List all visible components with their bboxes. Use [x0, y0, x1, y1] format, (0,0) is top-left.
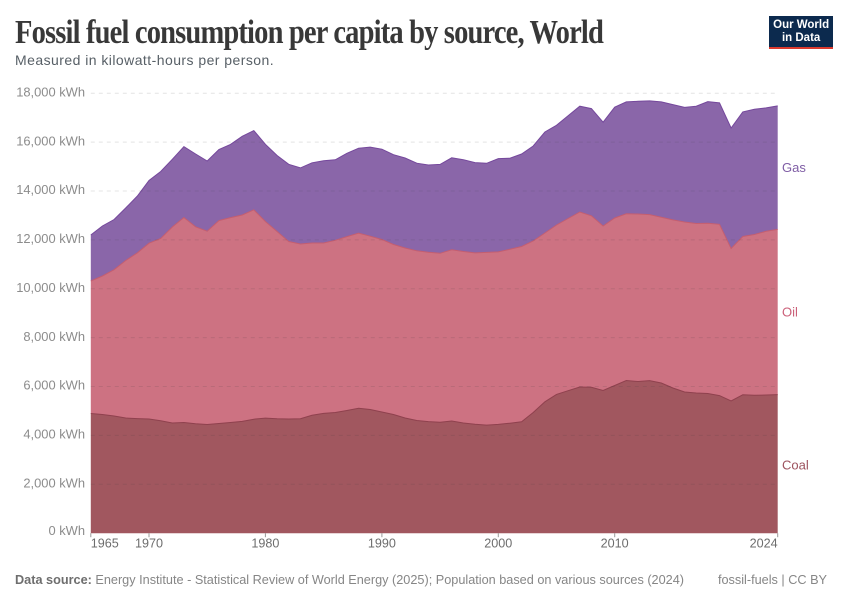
- svg-text:Coal: Coal: [782, 458, 809, 473]
- svg-text:16,000 kWh: 16,000 kWh: [16, 133, 85, 148]
- svg-text:10,000 kWh: 10,000 kWh: [16, 280, 85, 295]
- svg-text:0 kWh: 0 kWh: [48, 523, 85, 538]
- svg-text:4,000 kWh: 4,000 kWh: [23, 427, 85, 442]
- svg-text:Oil: Oil: [782, 305, 798, 320]
- svg-text:18,000 kWh: 18,000 kWh: [16, 84, 85, 99]
- svg-text:1980: 1980: [251, 537, 279, 551]
- svg-text:14,000 kWh: 14,000 kWh: [16, 182, 85, 197]
- svg-text:1990: 1990: [368, 537, 396, 551]
- svg-text:8,000 kWh: 8,000 kWh: [23, 329, 85, 344]
- svg-text:6,000 kWh: 6,000 kWh: [23, 378, 85, 393]
- svg-text:2010: 2010: [601, 537, 629, 551]
- svg-text:12,000 kWh: 12,000 kWh: [16, 231, 85, 246]
- svg-text:2000: 2000: [484, 537, 512, 551]
- svg-text:2,000 kWh: 2,000 kWh: [23, 476, 85, 491]
- svg-text:1965: 1965: [91, 537, 119, 551]
- svg-text:2024: 2024: [750, 537, 778, 551]
- svg-text:1970: 1970: [135, 537, 163, 551]
- svg-text:Gas: Gas: [782, 160, 806, 175]
